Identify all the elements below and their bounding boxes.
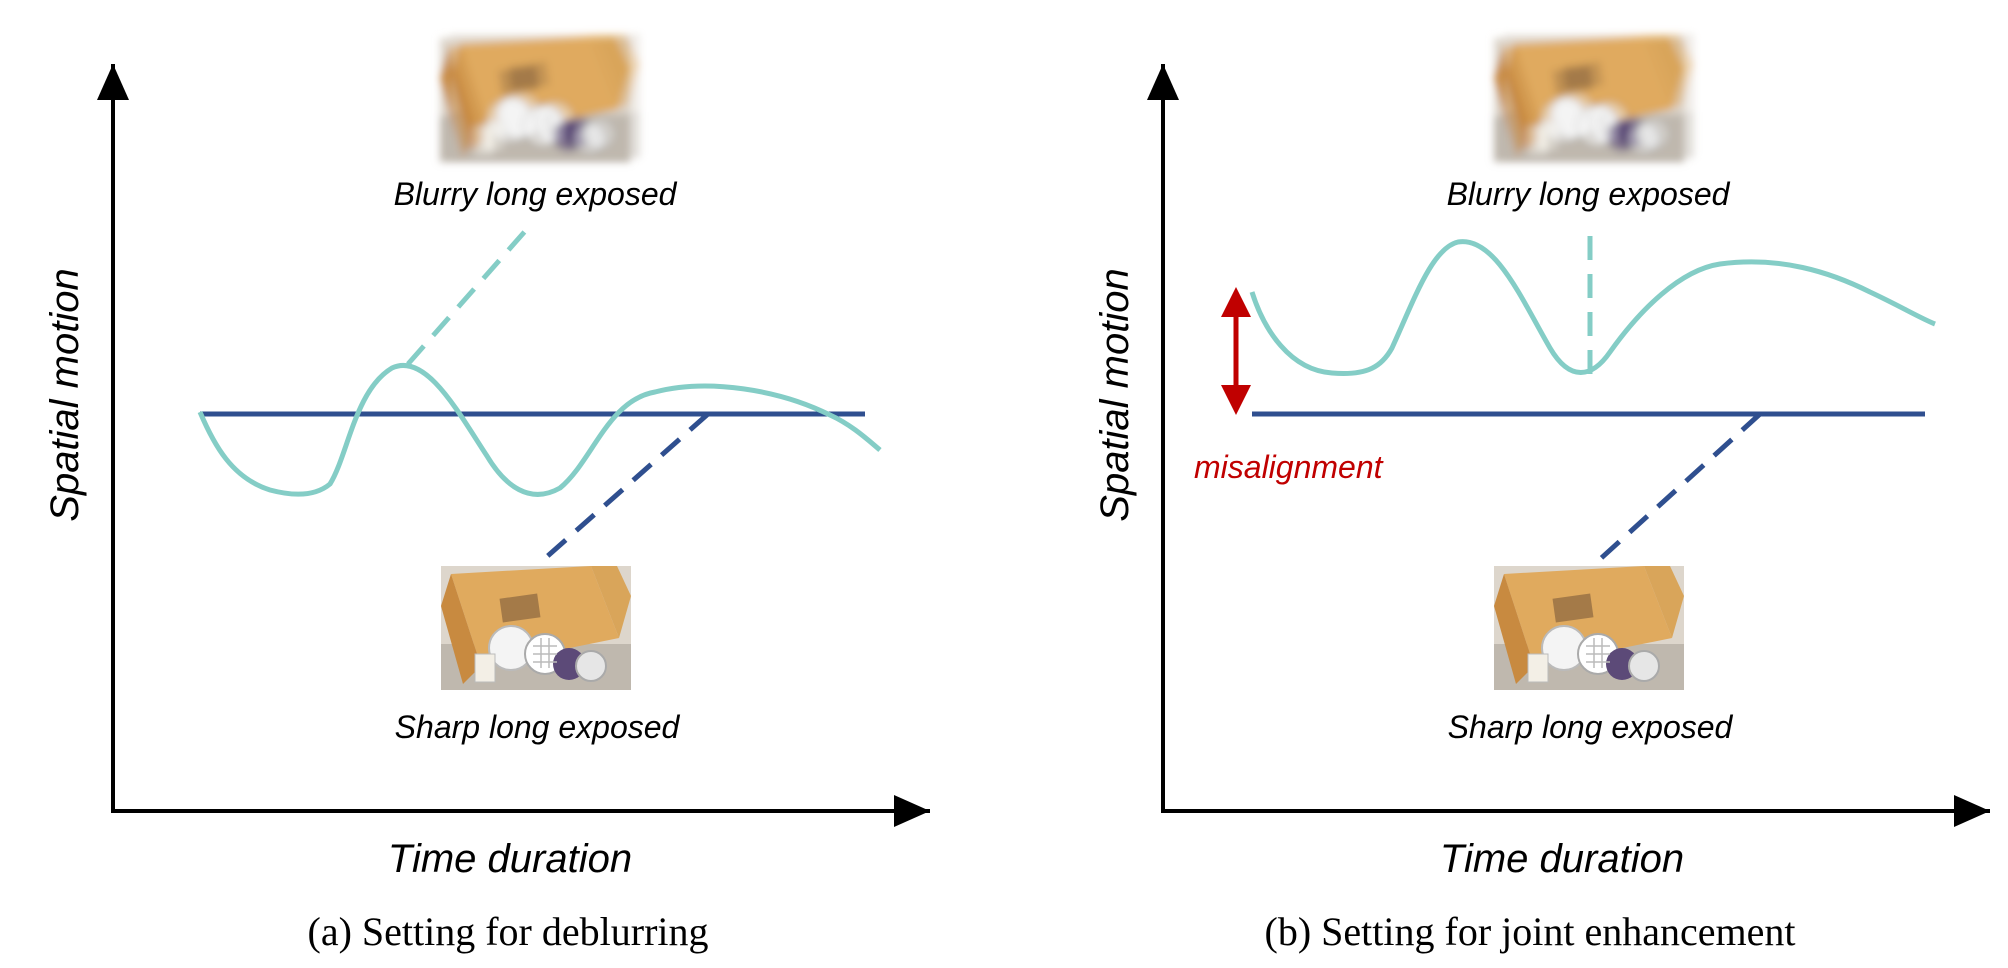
sharp-box-photo-icon (440, 565, 632, 691)
panel-a: Blurry long exposed Sharp long exposed S… (43, 33, 930, 954)
blurry-box-photo-icon (1493, 33, 1695, 163)
panel-b-sharp-connector (1596, 412, 1762, 563)
panel-a-top-image-label: Blurry long exposed (394, 176, 678, 212)
panel-a-y-axis-title: Spatial motion (43, 268, 87, 521)
blurry-box-photo-icon (439, 33, 641, 163)
misalignment-label: misalignment (1194, 449, 1384, 485)
panel-b-caption: (b) Setting for joint enhancement (1265, 909, 1796, 954)
sharp-box-photo-icon (1493, 565, 1685, 691)
panel-b-top-image-label: Blurry long exposed (1447, 176, 1731, 212)
panel-b-y-axis-title: Spatial motion (1093, 268, 1137, 521)
panel-a-blurry-connector (406, 227, 529, 366)
panel-b-blurry-curve (1249, 239, 1936, 377)
panel-a-blurry-curve (197, 363, 882, 497)
panel-b-bottom-image-label: Sharp long exposed (1448, 709, 1734, 745)
panel-a-sharp-connector (540, 412, 710, 563)
panel-a-x-axis-title: Time duration (388, 837, 632, 881)
panel-a-bottom-image-label: Sharp long exposed (395, 709, 681, 745)
panel-b-x-axis-title: Time duration (1440, 837, 1684, 881)
panel-a-caption: (a) Setting for deblurring (308, 909, 709, 954)
panel-b: Blurry long exposed Sharp long exposed m… (1093, 33, 1990, 954)
